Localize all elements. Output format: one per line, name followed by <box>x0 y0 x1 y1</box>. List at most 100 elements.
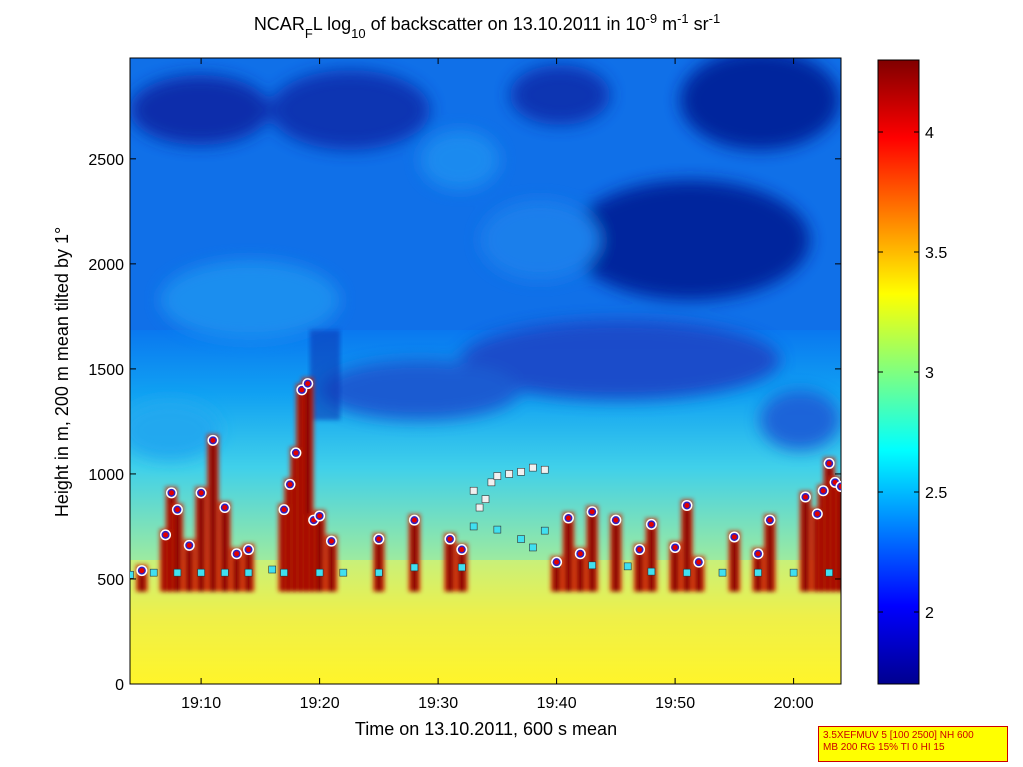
red-dot-marker <box>648 521 654 527</box>
chart-title: NCARFL log10 of backscatter on 13.10.201… <box>254 11 720 41</box>
convective-core <box>565 522 572 592</box>
y-tick-label: 1000 <box>88 467 124 484</box>
red-dot-marker <box>613 517 619 523</box>
red-dot-marker <box>820 488 826 494</box>
colorbar-tick-label: 2 <box>925 605 934 622</box>
red-dot-marker <box>684 502 690 508</box>
y-tick-label: 2000 <box>88 257 124 274</box>
colorbar-tick-label: 2.5 <box>925 485 947 502</box>
red-dot-marker <box>832 479 838 485</box>
cyan-square-marker <box>623 562 632 571</box>
convective-core <box>198 496 205 592</box>
cyan-square-marker <box>339 568 348 577</box>
white-square-marker <box>517 468 525 476</box>
convective-core <box>411 524 418 592</box>
x-tick-label: 20:00 <box>774 695 814 712</box>
x-tick-label: 19:30 <box>418 695 458 712</box>
convective-core <box>209 444 216 592</box>
red-dot-marker <box>459 547 465 553</box>
red-dot-marker <box>210 437 216 443</box>
red-dot-marker <box>222 505 228 511</box>
red-dot-marker <box>554 559 560 565</box>
cyan-square-marker <box>718 568 727 577</box>
convective-core <box>838 490 841 592</box>
cyan-square-marker <box>754 568 762 577</box>
red-dot-marker <box>293 450 299 456</box>
y-tick-label: 500 <box>97 572 124 589</box>
red-dot-marker <box>637 547 643 553</box>
y-tick-label: 2500 <box>88 152 124 169</box>
convective-core <box>766 524 773 592</box>
y-tick-label: 1500 <box>88 362 124 379</box>
red-dot-marker <box>577 551 583 557</box>
colorbar-tick-label: 3 <box>925 365 934 382</box>
cyan-square-marker <box>588 561 596 570</box>
convective-core <box>695 566 702 592</box>
convective-core <box>375 543 382 592</box>
red-dot-marker <box>287 481 293 487</box>
cyan-square-marker <box>517 535 525 543</box>
convective-core <box>174 513 181 592</box>
red-dot-marker <box>755 551 761 557</box>
info-line-2: MB 200 RG 15% TI 0 HI 15 <box>823 742 945 753</box>
red-dot-marker <box>411 517 417 523</box>
convective-core <box>577 557 584 592</box>
red-dot-marker <box>802 494 808 500</box>
cyan-square-marker <box>825 568 833 577</box>
red-dot-marker <box>696 559 702 565</box>
colorbar-tick-label: 3.5 <box>925 245 947 262</box>
red-dot-marker <box>814 511 820 517</box>
white-square-marker <box>529 463 537 472</box>
convective-core <box>612 524 619 592</box>
red-dot-marker <box>731 534 737 540</box>
white-square-marker <box>505 470 514 478</box>
red-dot-marker <box>447 536 453 542</box>
backscatter-heatmap <box>130 58 841 684</box>
white-square-marker <box>540 465 549 474</box>
cyan-square-marker <box>457 563 466 572</box>
convective-core <box>672 551 679 592</box>
red-dot-marker <box>299 387 305 393</box>
white-square-marker <box>469 486 478 495</box>
y-tick-label: 0 <box>115 677 124 694</box>
cyan-square-marker <box>375 568 383 577</box>
red-dot-marker <box>174 507 180 513</box>
cyan-square-marker <box>315 568 324 577</box>
white-square-marker <box>475 503 484 512</box>
settings-info-box: 3.5XEFMUV 5 [100 2500] NH 600 MB 200 RG … <box>818 726 1008 762</box>
cyan-square-marker <box>789 568 798 577</box>
red-dot-marker <box>317 513 323 519</box>
red-dot-marker <box>767 517 773 523</box>
cyan-square-marker <box>493 525 502 534</box>
convective-core <box>731 540 738 592</box>
red-dot-marker <box>305 381 311 387</box>
red-dot-marker <box>163 532 169 538</box>
cyan-square-marker <box>149 568 158 577</box>
info-line-1: 3.5XEFMUV 5 [100 2500] NH 600 <box>823 730 974 741</box>
cyan-square-marker <box>540 526 549 535</box>
convective-core <box>458 553 465 592</box>
red-dot-marker <box>168 490 174 496</box>
red-dot-marker <box>198 490 204 496</box>
cyan-square-marker <box>268 565 277 574</box>
cyan-square-marker <box>647 567 656 576</box>
cyan-square-marker <box>280 568 288 577</box>
cyan-square-marker <box>197 568 205 577</box>
convective-core <box>648 528 655 592</box>
colorbar-tick-label: 4 <box>925 125 934 142</box>
red-dot-marker <box>838 484 841 490</box>
convective-core <box>233 557 240 592</box>
red-dot-marker <box>246 547 251 553</box>
colorbar <box>877 59 920 685</box>
convective-core <box>221 511 228 592</box>
white-square-marker <box>487 478 496 487</box>
convective-core <box>446 543 453 592</box>
convective-core <box>589 515 596 592</box>
red-dot-marker <box>311 517 317 523</box>
x-tick-label: 19:50 <box>655 695 695 712</box>
convective-core <box>316 519 323 592</box>
cyan-square-marker <box>130 570 134 579</box>
red-dot-marker <box>826 460 832 466</box>
plot-frame <box>129 57 842 685</box>
